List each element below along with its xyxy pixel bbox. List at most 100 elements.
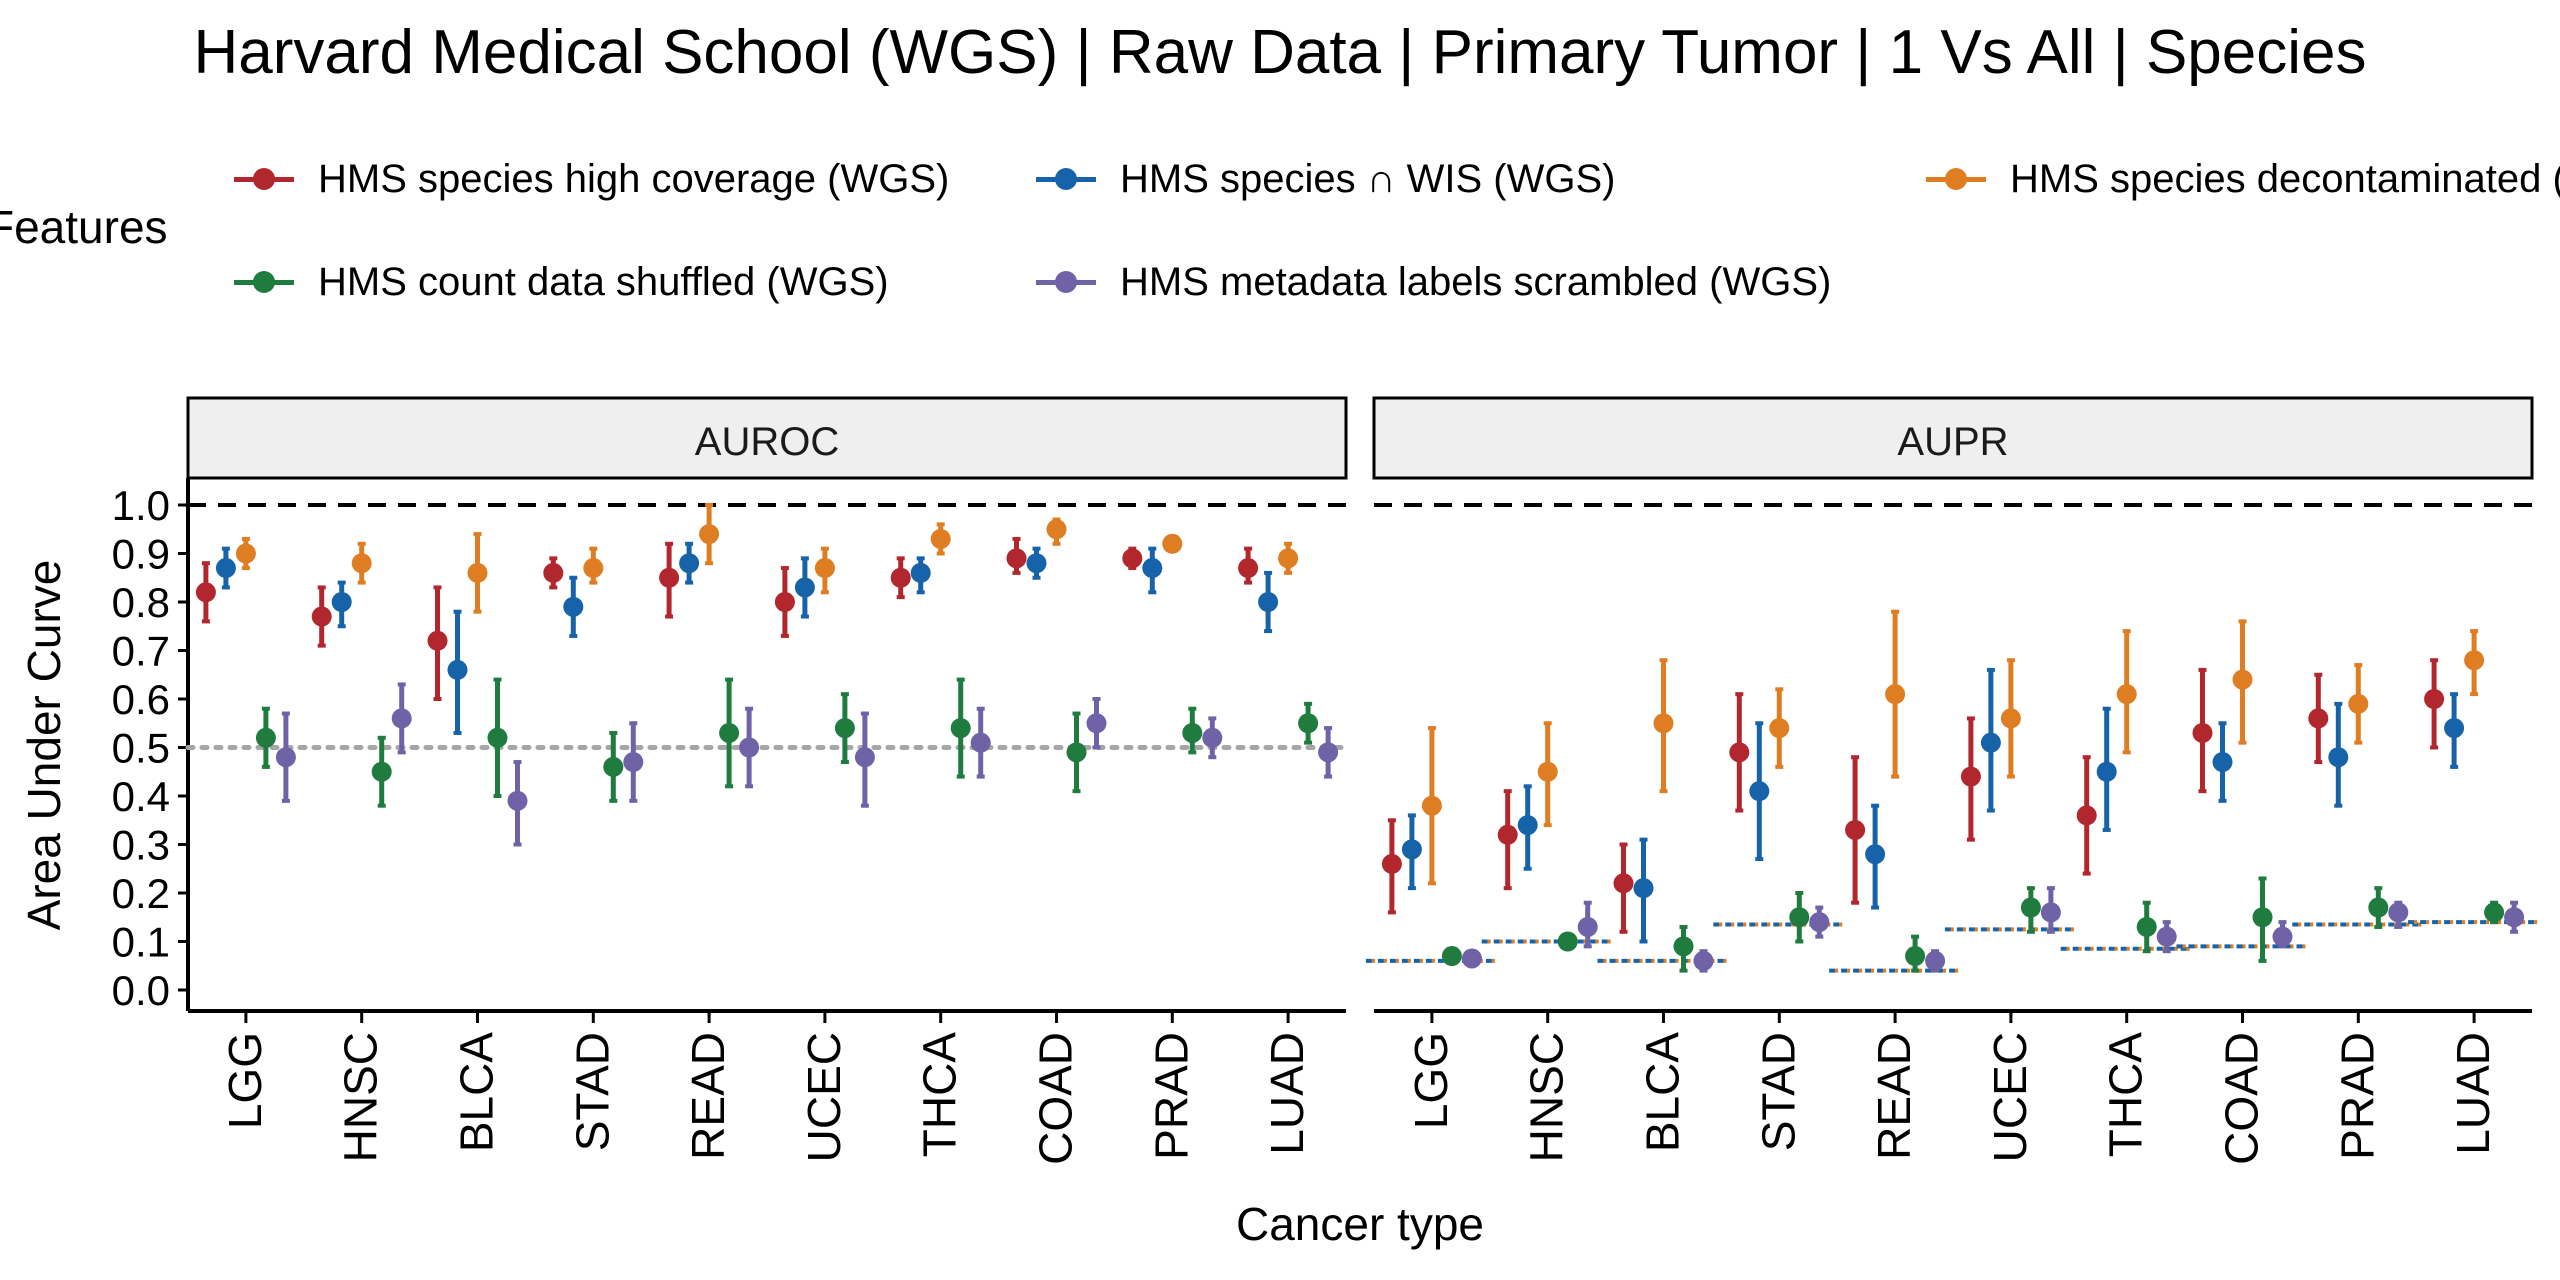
point-auroc-hnsc-s4 (371, 761, 392, 782)
y-tick-label: 0.5 (112, 725, 170, 772)
legend-item-high-coverage: HMS species high coverage (WGS) (232, 153, 949, 205)
x-tick-label-blca: BLCA (1637, 1032, 1689, 1152)
point-auroc-luad-s5 (1318, 742, 1339, 763)
y-tick-label: 0.6 (112, 676, 170, 723)
point-auroc-prad-s5 (1202, 727, 1223, 748)
legend-title: Features (0, 201, 168, 253)
point-auroc-ucec-s5 (854, 747, 875, 768)
point-auroc-blca-s5 (507, 790, 528, 811)
y-tick-label: 0.1 (112, 919, 170, 966)
point-auroc-hnsc-s2 (331, 592, 352, 612)
facet-strip-aupr (1372, 396, 2534, 480)
point-aupr-blca-s3 (1653, 713, 1674, 734)
point-aupr-lgg-s5 (1461, 948, 1482, 969)
point-auroc-blca-s4 (487, 727, 508, 748)
point-aupr-blca-s4 (1673, 936, 1694, 957)
x-tick-label-blca: BLCA (451, 1032, 503, 1152)
point-aupr-luad-s4 (2484, 902, 2505, 923)
point-auroc-ucec-s1 (774, 592, 795, 612)
point-aupr-blca-s5 (1693, 950, 1714, 971)
point-auroc-prad-s3 (1162, 533, 1183, 554)
point-auroc-lgg-s3 (235, 543, 256, 564)
point-aupr-thca-s3 (2116, 684, 2137, 705)
x-tick-label-lgg: LGG (1405, 1032, 1457, 1129)
point-aupr-ucec-s4 (2020, 897, 2041, 918)
point-auroc-prad-s2 (1142, 558, 1163, 579)
point-auroc-read-s2 (679, 553, 700, 574)
point-auroc-prad-s1 (1122, 548, 1143, 569)
point-auroc-prad-s4 (1182, 722, 1203, 743)
point-aupr-prad-s3 (2348, 693, 2369, 714)
point-auroc-thca-s5 (970, 732, 991, 753)
point-auroc-luad-s3 (1278, 548, 1299, 569)
point-aupr-prad-s1 (2308, 708, 2329, 729)
point-auroc-luad-s2 (1258, 592, 1279, 612)
point-aupr-read-s4 (1905, 946, 1926, 967)
legend-item-scrambled: HMS metadata labels scrambled (WGS) (1034, 256, 1831, 308)
y-tick-label: 0.9 (112, 531, 170, 578)
y-tick-label: 0.3 (112, 822, 170, 869)
point-aupr-stad-s2 (1749, 781, 1770, 802)
point-aupr-prad-s4 (2368, 897, 2389, 918)
x-tick-label-thca: THCA (2100, 1032, 2152, 1158)
facet-label-aupr: AUPR (1897, 420, 2008, 464)
point-aupr-lgg-s3 (1421, 795, 1442, 816)
point-aupr-stad-s4 (1789, 907, 1810, 928)
x-tick-label-lgg: LGG (219, 1032, 271, 1129)
x-tick-label-read: READ (682, 1032, 734, 1160)
point-auroc-lgg-s4 (255, 727, 276, 748)
point-auroc-lgg-s1 (195, 582, 216, 603)
point-auroc-blca-s3 (467, 562, 488, 583)
point-auroc-blca-s1 (427, 630, 448, 651)
x-tick-label-luad: LUAD (2447, 1032, 2499, 1155)
point-aupr-lgg-s2 (1401, 839, 1422, 860)
point-aupr-thca-s5 (2156, 926, 2177, 947)
point-aupr-stad-s5 (1809, 912, 1830, 933)
point-aupr-coad-s3 (2232, 669, 2253, 690)
legend-item-shuffled: HMS count data shuffled (WGS) (232, 256, 889, 308)
point-aupr-coad-s4 (2252, 907, 2273, 928)
point-aupr-read-s1 (1845, 819, 1866, 840)
point-auroc-hnsc-s5 (391, 708, 412, 729)
y-tick-label: 0.0 (112, 967, 170, 1014)
point-aupr-coad-s1 (2192, 722, 2213, 743)
x-tick-label-coad: COAD (1030, 1032, 1082, 1165)
point-aupr-ucec-s1 (1960, 766, 1981, 787)
y-tick-label: 0.7 (112, 628, 170, 675)
x-tick-label-thca: THCA (914, 1032, 966, 1158)
point-aupr-blca-s1 (1613, 873, 1634, 894)
point-aupr-stad-s3 (1769, 718, 1790, 739)
legend-key-wis (1034, 153, 1098, 205)
point-auroc-luad-s4 (1298, 713, 1319, 734)
point-aupr-hnsc-s2 (1517, 815, 1538, 836)
facet-strip-auroc (186, 396, 1348, 480)
point-aupr-coad-s2 (2212, 752, 2233, 773)
point-auroc-thca-s1 (890, 567, 911, 588)
point-aupr-luad-s5 (2504, 907, 2525, 928)
point-aupr-lgg-s1 (1381, 853, 1402, 874)
chart-title: Harvard Medical School (WGS) | Raw Data … (193, 18, 2367, 87)
x-tick-label-hnsc: HNSC (1521, 1032, 1573, 1162)
x-tick-label-read: READ (1868, 1032, 1920, 1160)
point-auroc-lgg-s5 (275, 747, 296, 768)
point-auroc-read-s3 (699, 524, 720, 545)
legend-key-shuffled (232, 256, 296, 308)
legend-item-wis: HMS species ∩ WIS (WGS) (1034, 153, 1615, 205)
point-auroc-read-s1 (659, 567, 680, 588)
legend-label-high-coverage: HMS species high coverage (WGS) (318, 157, 950, 201)
point-aupr-read-s2 (1865, 844, 1886, 865)
legend-key-scrambled (1034, 256, 1098, 308)
point-auroc-coad-s1 (1006, 548, 1027, 569)
point-auroc-ucec-s4 (834, 718, 855, 739)
point-auroc-hnsc-s1 (311, 606, 332, 627)
point-aupr-hnsc-s1 (1497, 824, 1518, 845)
point-auroc-stad-s2 (563, 596, 584, 617)
facet-label-auroc: AUROC (695, 420, 839, 464)
point-aupr-hnsc-s3 (1537, 761, 1558, 782)
x-tick-label-ucec: UCEC (798, 1032, 850, 1162)
legend-label-scrambled: HMS metadata labels scrambled (WGS) (1120, 260, 1832, 304)
legend-label-wis: HMS species ∩ WIS (WGS) (1120, 157, 1616, 201)
point-aupr-hnsc-s4 (1557, 931, 1578, 952)
point-aupr-prad-s2 (2328, 747, 2349, 768)
legend-label-decontaminated: HMS species decontaminated (WGS) (2010, 157, 2560, 201)
